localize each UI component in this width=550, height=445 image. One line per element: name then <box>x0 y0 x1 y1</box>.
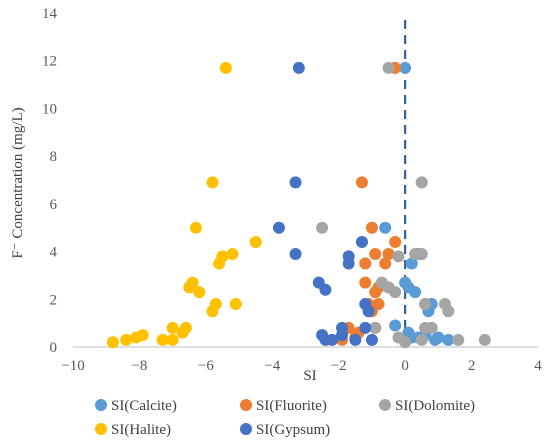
y-tick-label: 2 <box>50 292 58 308</box>
data-point <box>120 333 133 346</box>
legend-marker <box>95 399 107 411</box>
data-point <box>229 298 242 311</box>
data-point <box>106 336 119 349</box>
data-point <box>399 61 412 74</box>
data-point <box>415 333 428 346</box>
data-point <box>365 333 378 346</box>
data-point <box>213 257 226 270</box>
data-point <box>292 61 305 74</box>
data-point <box>289 176 302 189</box>
data-point <box>425 321 438 334</box>
series-3 <box>316 61 491 349</box>
data-point <box>392 250 405 263</box>
data-point <box>176 326 189 339</box>
legend-label: SI(Calcite) <box>111 398 177 414</box>
legend-label: SI(Fluorite) <box>256 398 327 414</box>
y-tick-label: 8 <box>50 149 58 165</box>
x-tick-label: 4 <box>534 358 542 374</box>
data-point <box>415 247 428 260</box>
x-tick-label: −8 <box>131 358 147 374</box>
data-point <box>193 286 206 299</box>
legend: SI(Calcite) SI(Fluorite) SI(Dolomite) SI(Ha… <box>95 398 475 438</box>
legend-label: SI(Gypsum) <box>256 422 330 438</box>
series-5 <box>272 61 378 346</box>
x-tick-label: 2 <box>468 358 476 374</box>
data-point <box>389 319 402 332</box>
y-tick-label: 0 <box>50 340 58 356</box>
data-point <box>359 276 372 289</box>
data-point <box>166 333 179 346</box>
data-point <box>206 305 219 318</box>
legend-label: SI(Dolomite) <box>395 398 475 414</box>
data-point <box>326 333 339 346</box>
legend-marker <box>240 423 252 435</box>
legend-marker <box>240 399 252 411</box>
data-point <box>379 257 392 270</box>
data-point <box>183 281 196 294</box>
data-point <box>389 286 402 299</box>
data-point <box>156 333 169 346</box>
data-point <box>272 221 285 234</box>
x-tick-label: −6 <box>198 358 214 374</box>
data-point <box>130 331 143 344</box>
data-point <box>429 333 442 346</box>
x-tick-label: −4 <box>264 358 280 374</box>
y-tick-label: 14 <box>42 6 58 22</box>
data-point <box>382 247 395 260</box>
data-point <box>355 176 368 189</box>
data-point <box>319 283 332 296</box>
y-axis-label: F⁻ Concentration (mg/L) <box>10 107 26 258</box>
legend-label: SI(Halite) <box>111 422 171 438</box>
data-point <box>369 286 382 299</box>
data-point <box>219 61 232 74</box>
data-point <box>379 221 392 234</box>
x-axis-ticks: −10 −8 −6 −4 −2 0 2 4 <box>61 358 542 374</box>
data-point <box>365 221 378 234</box>
data-point <box>249 236 262 249</box>
data-point <box>226 247 239 260</box>
data-point <box>189 221 202 234</box>
data-point <box>382 61 395 74</box>
y-tick-label: 12 <box>42 54 57 70</box>
x-axis-label: SI <box>303 368 316 384</box>
data-point <box>166 321 179 334</box>
x-tick-label: −10 <box>61 358 84 374</box>
data-point <box>399 336 412 349</box>
data-point <box>349 333 362 346</box>
y-axis-ticks: 0 2 4 6 8 10 12 14 <box>42 6 58 356</box>
x-tick-label: 0 <box>401 358 409 374</box>
data-point <box>442 305 455 318</box>
y-tick-label: 6 <box>50 197 58 213</box>
data-point <box>409 286 422 299</box>
data-point <box>405 257 418 270</box>
data-point <box>342 257 355 270</box>
data-point <box>452 333 465 346</box>
x-tick-label: −2 <box>331 358 347 374</box>
data-point <box>289 247 302 260</box>
data-point <box>369 321 382 334</box>
legend-marker <box>379 399 391 411</box>
data-point <box>355 236 368 249</box>
data-point <box>359 257 372 270</box>
data-point <box>206 176 219 189</box>
data-point <box>359 321 372 334</box>
data-point <box>369 247 382 260</box>
data-point <box>442 333 455 346</box>
data-point <box>415 176 428 189</box>
plot-area <box>73 20 538 349</box>
series-4 <box>106 61 262 349</box>
data-point <box>362 305 375 318</box>
data-point <box>316 221 329 234</box>
y-tick-label: 10 <box>42 101 57 117</box>
data-point <box>336 329 349 342</box>
data-point <box>478 333 491 346</box>
y-tick-label: 4 <box>50 245 58 261</box>
data-point <box>419 298 432 311</box>
legend-marker <box>95 423 107 435</box>
data-point <box>389 236 402 249</box>
